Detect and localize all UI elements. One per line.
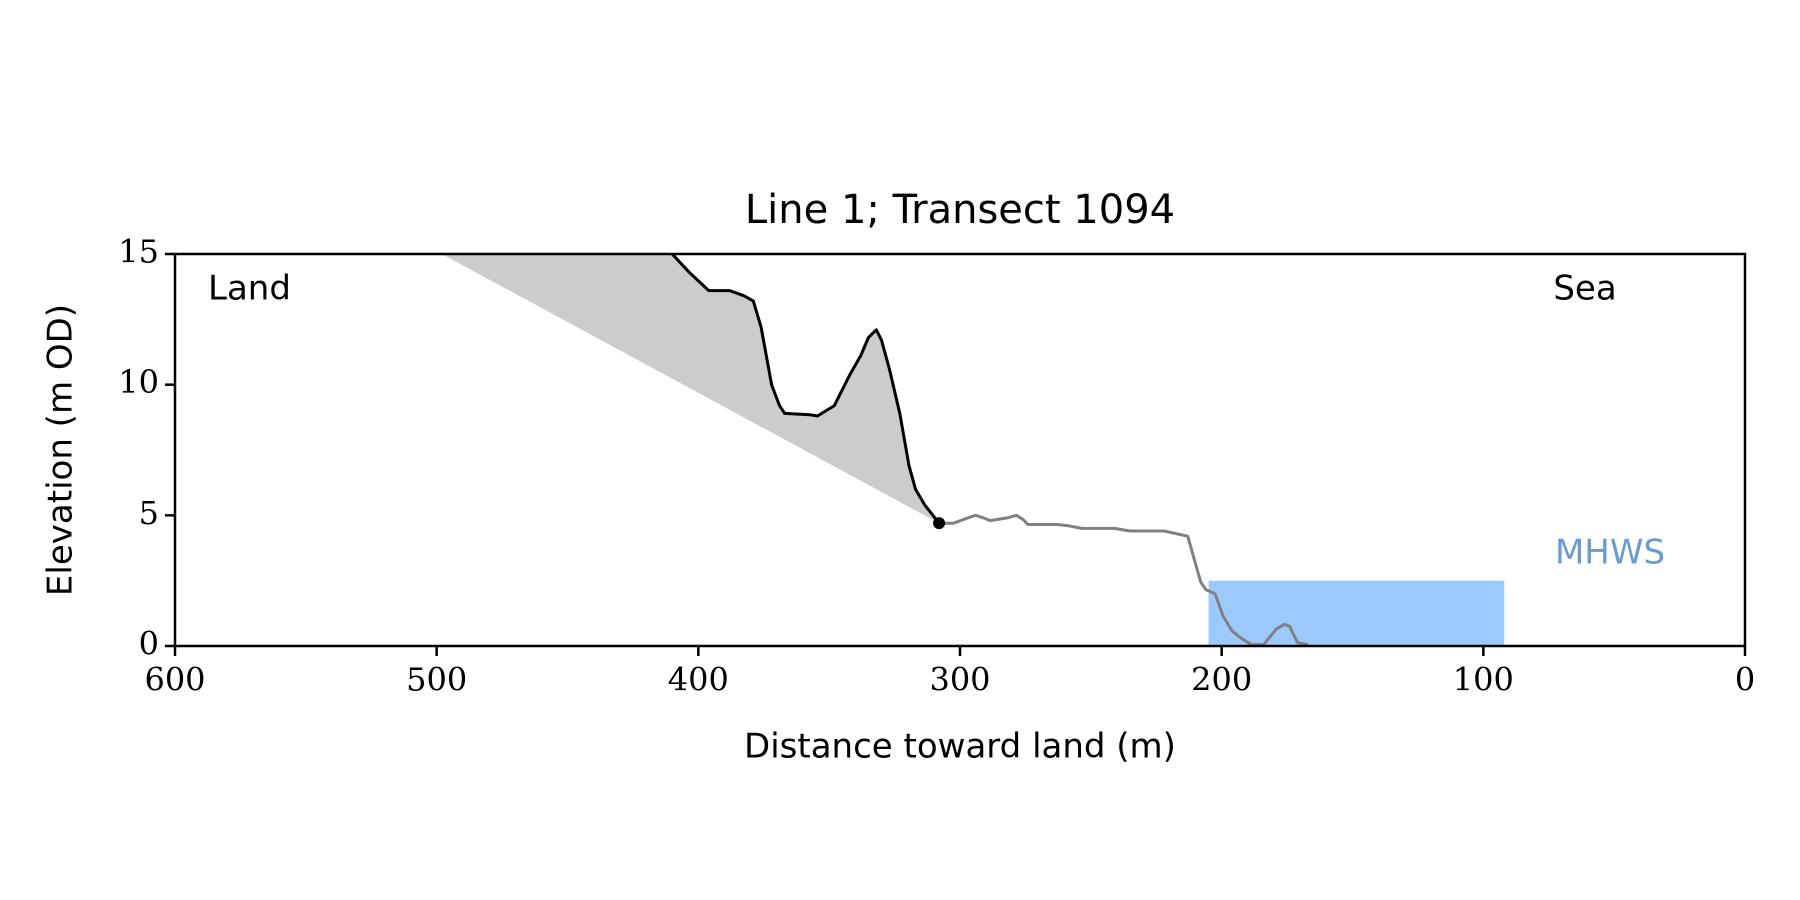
x-axis-label: Distance toward land (m)	[744, 727, 1176, 767]
y-tick-label: 0	[139, 625, 159, 663]
x-tick-label: 100	[1453, 661, 1514, 699]
land-label: Land	[208, 269, 291, 309]
y-tick-label: 15	[118, 233, 159, 271]
sea-label: Sea	[1553, 269, 1616, 309]
x-tick-label: 0	[1735, 661, 1755, 699]
cliff-toe-point	[933, 517, 946, 530]
x-tick-label: 300	[929, 661, 990, 699]
y-axis-label: Elevation (m OD)	[41, 304, 81, 596]
profile-line	[939, 513, 1309, 647]
mhws-label: MHWS	[1555, 533, 1665, 573]
x-tick-label: 500	[406, 661, 467, 699]
profile-line	[671, 252, 941, 525]
y-tick-label: 10	[118, 363, 159, 401]
x-tick-label: 400	[668, 661, 729, 699]
x-tick-label: 600	[144, 661, 205, 699]
y-tick-label: 5	[139, 494, 159, 532]
x-tick-label: 200	[1191, 661, 1252, 699]
mhws-area	[1208, 580, 1505, 646]
chart-title: Line 1; Transect 1094	[745, 187, 1175, 233]
plot-frame	[173, 252, 1747, 648]
shaded-area	[441, 254, 940, 524]
